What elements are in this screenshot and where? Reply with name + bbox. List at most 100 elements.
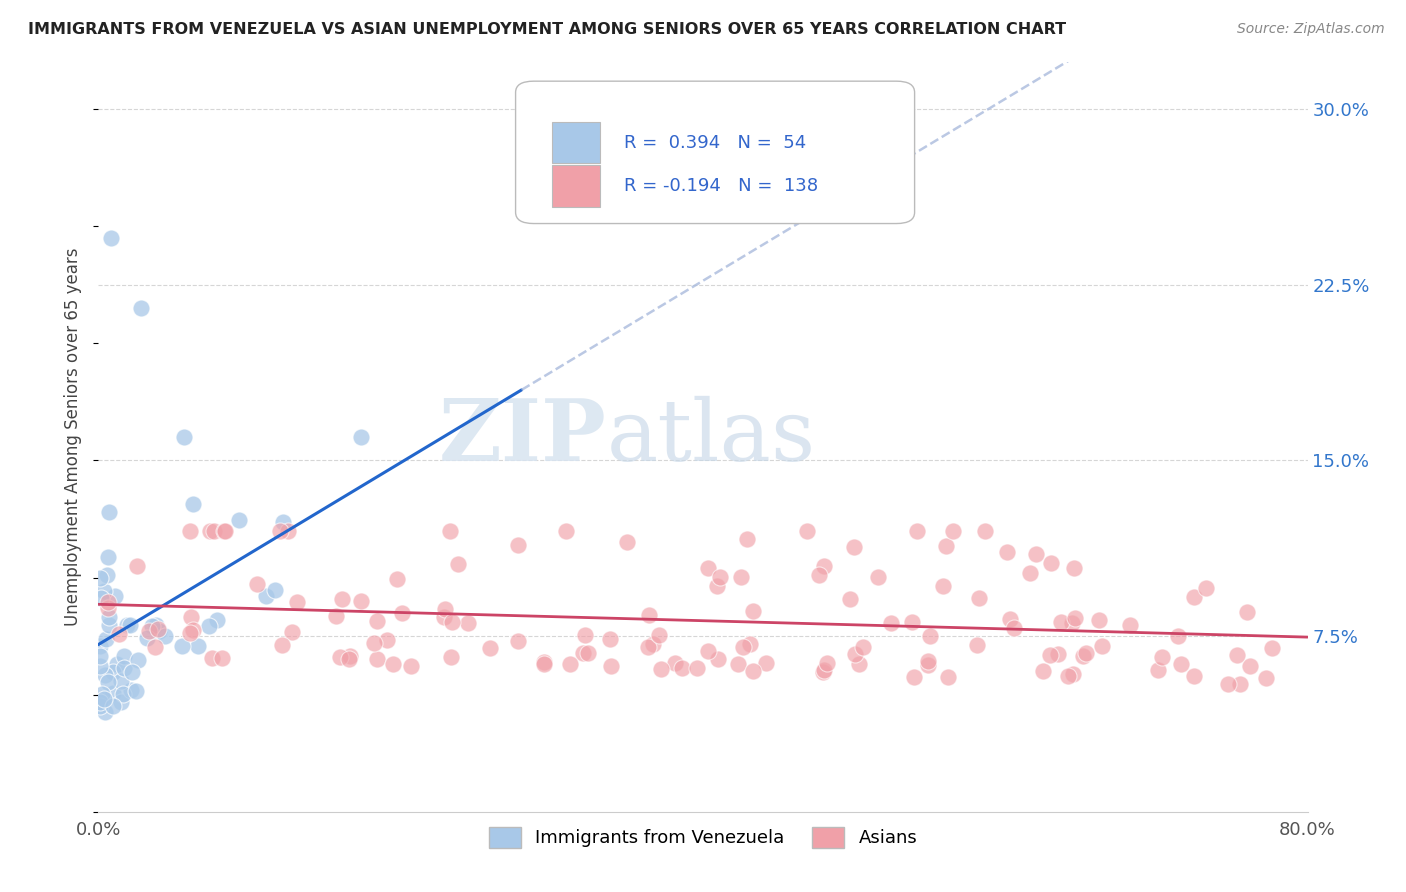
Point [214, 524, 236, 538]
Legend: Immigrants from Venezuela, Asians: Immigrants from Venezuela, Asians [481, 820, 925, 855]
Point [813, 558, 835, 573]
Point [325, 609, 347, 624]
Point [709, 570, 731, 584]
Point [90, 591, 112, 606]
Point [271, 638, 294, 652]
Point [269, 524, 291, 538]
Text: R = -0.194   N =  138: R = -0.194 N = 138 [624, 177, 818, 195]
Point [170, 639, 193, 653]
Point [571, 646, 593, 660]
Point [143, 640, 166, 655]
Point [1229, 677, 1251, 691]
Point [838, 591, 860, 606]
Point [125, 558, 148, 573]
Point [153, 629, 176, 643]
Point [112, 660, 135, 674]
Point [817, 656, 839, 670]
Point [1024, 547, 1046, 561]
Point [98, 609, 121, 624]
Point [650, 662, 672, 676]
Point [440, 615, 463, 629]
Point [880, 615, 903, 630]
Point [842, 541, 865, 555]
Point [903, 670, 925, 684]
FancyBboxPatch shape [551, 165, 600, 207]
Point [1256, 671, 1278, 685]
Point [796, 524, 818, 538]
Point [198, 619, 221, 633]
Point [263, 582, 285, 597]
Point [844, 647, 866, 661]
Point [366, 652, 388, 666]
Point [935, 539, 957, 553]
Point [1182, 590, 1205, 604]
Point [179, 626, 201, 640]
Point [97, 595, 120, 609]
Point [89, 572, 111, 586]
Point [181, 497, 204, 511]
Point [112, 687, 135, 701]
Point [180, 609, 202, 624]
Point [96, 567, 118, 582]
Point [1119, 618, 1142, 632]
FancyBboxPatch shape [551, 122, 600, 163]
Point [89, 659, 111, 673]
Point [110, 674, 132, 689]
Point [808, 567, 831, 582]
Point [727, 657, 749, 671]
Point [382, 657, 405, 671]
Point [1167, 629, 1189, 643]
Point [995, 545, 1018, 559]
Point [101, 686, 124, 700]
Point [1032, 664, 1054, 678]
Point [533, 655, 555, 669]
Point [439, 524, 461, 538]
Point [1087, 613, 1109, 627]
Point [97, 505, 120, 519]
Point [181, 623, 204, 637]
Point [212, 524, 235, 538]
Point [1057, 668, 1080, 682]
Point [1062, 666, 1084, 681]
Point [89, 699, 111, 714]
Point [686, 661, 709, 675]
Point [730, 570, 752, 584]
Point [697, 644, 720, 658]
Point [146, 622, 169, 636]
Point [1050, 615, 1073, 630]
Point [228, 513, 250, 527]
Point [350, 594, 373, 608]
Point [211, 651, 233, 665]
Point [998, 612, 1021, 626]
Point [811, 665, 834, 679]
Point [1226, 648, 1249, 662]
Point [391, 607, 413, 621]
Point [1040, 556, 1063, 570]
Point [141, 618, 163, 632]
Point [917, 654, 939, 668]
Point [97, 549, 120, 564]
Point [638, 608, 661, 623]
Point [118, 618, 141, 632]
Point [433, 609, 456, 624]
Point [920, 628, 942, 642]
Point [97, 601, 120, 615]
Point [1261, 640, 1284, 655]
Point [277, 524, 299, 538]
Point [706, 579, 728, 593]
Point [127, 653, 149, 667]
Point [440, 650, 463, 665]
Point [1063, 561, 1085, 575]
Point [115, 618, 138, 632]
Point [94, 667, 117, 681]
Point [932, 579, 955, 593]
Point [852, 640, 875, 654]
Point [533, 657, 555, 671]
Text: IMMIGRANTS FROM VENEZUELA VS ASIAN UNEMPLOYMENT AMONG SENIORS OVER 65 YEARS CORR: IMMIGRANTS FROM VENEZUELA VS ASIAN UNEMP… [28, 22, 1066, 37]
Point [198, 524, 221, 538]
Point [105, 657, 128, 671]
Point [554, 524, 576, 538]
Point [93, 691, 115, 706]
Point [671, 661, 693, 675]
Point [457, 615, 479, 630]
